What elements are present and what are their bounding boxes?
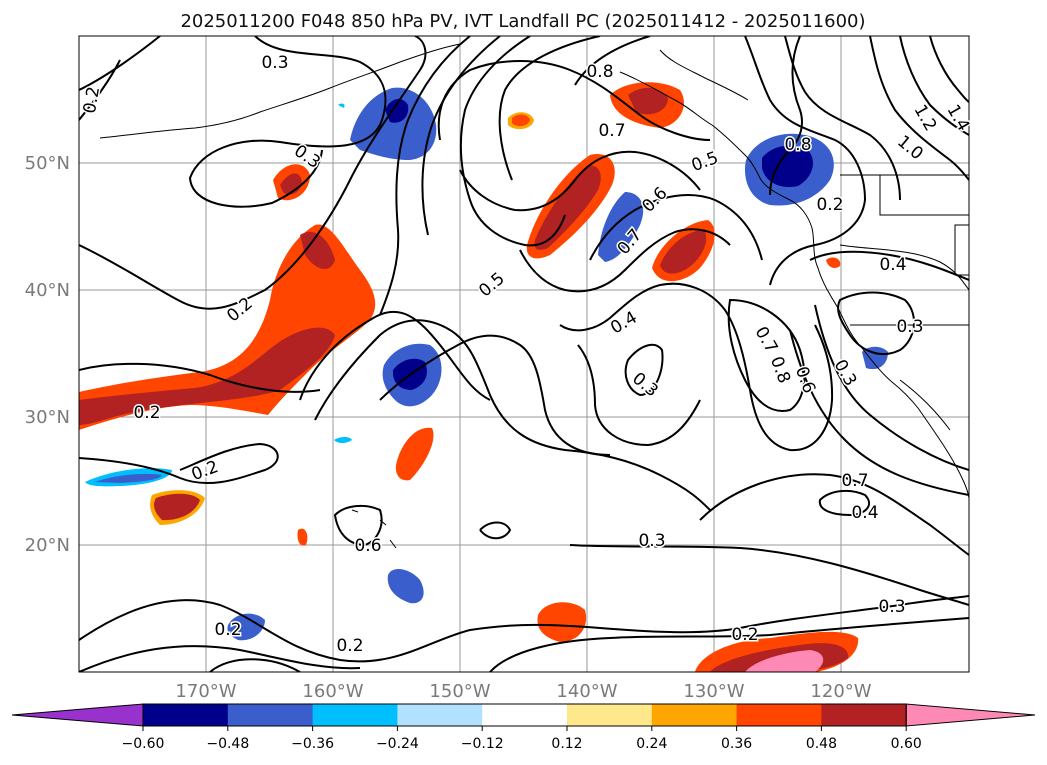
colorbar-tick-label: 0.24 (636, 736, 667, 752)
colorbar-tick-label: −0.60 (122, 736, 165, 752)
lon-label-170w: 170°W (175, 681, 236, 702)
colorbar-tick-label: −0.36 (291, 736, 334, 752)
longitude-labels: 170°W 160°W 150°W 140°W 130°W 120°W (175, 681, 871, 702)
lat-label-20n: 20°N (25, 535, 70, 556)
contour-label: 0.7 (841, 471, 868, 491)
lat-label-40n: 40°N (25, 280, 70, 301)
map-panel (78, 35, 970, 673)
colorbar-tick-label: 0.48 (806, 736, 837, 752)
lat-label-30n: 30°N (25, 407, 70, 428)
figure-title: 2025011200 F048 850 hPa PV, IVT Landfall… (180, 11, 865, 32)
pv-shading (79, 82, 888, 672)
lon-label-150w: 150°W (429, 681, 490, 702)
contour-label: 0.4 (851, 503, 878, 523)
lat-label-50n: 50°N (25, 153, 70, 174)
colorbar-segment (143, 704, 229, 726)
colorbar-tick-label: 0.12 (551, 736, 582, 752)
map-frame (78, 35, 970, 673)
latitude-labels: 50°N 40°N 30°N 20°N (25, 153, 70, 556)
contour-label: 0.2 (80, 85, 104, 115)
contour-label: 0.2 (816, 195, 843, 215)
contour-label: 0.3 (896, 317, 923, 337)
colorbar-tick-label: −0.12 (461, 736, 504, 752)
contour-label: 0.3 (638, 531, 665, 551)
colorbar-segment (312, 704, 398, 726)
colorbar-extend-min (11, 703, 144, 727)
lon-label-140w: 140°W (556, 681, 617, 702)
contour-label: 0.2 (133, 403, 160, 423)
colorbar-segment (567, 704, 653, 726)
colorbar-tick-label: 0.60 (891, 736, 922, 752)
lon-label-130w: 130°W (683, 681, 744, 702)
colorbar-extend-max (905, 703, 1036, 727)
colorbar-frame (142, 703, 907, 727)
colorbar-tick-label: −0.24 (376, 736, 419, 752)
pv-contours (79, 36, 969, 672)
contour-label: 0.3 (878, 597, 905, 617)
colorbar-tick-label: 0.36 (721, 736, 752, 752)
contour-label: 0.2 (336, 636, 363, 656)
colorbar-segment (821, 704, 907, 726)
contour-label: 0.8 (586, 62, 613, 82)
lon-label-160w: 160°W (302, 681, 363, 702)
colorbar-segment (651, 704, 738, 726)
contour-label: 0.8 (784, 135, 811, 155)
contour-label: 0.2 (214, 620, 241, 640)
contour-label: 0.6 (354, 536, 381, 556)
coastlines (99, 43, 969, 549)
contour-label: 0.4 (879, 255, 906, 275)
contour-label: 0.2 (731, 625, 758, 645)
colorbar: −0.60 −0.48 −0.36 −0.24 −0.12 0.12 0.24 0.36 0.4… (11, 703, 1036, 752)
contour-label: 0.3 (261, 53, 288, 73)
colorbar-segment (227, 704, 314, 726)
lon-label-120w: 120°W (810, 681, 871, 702)
colorbar-segment (482, 704, 568, 726)
colorbar-segment (736, 704, 822, 726)
colorbar-tick-label: −0.48 (206, 736, 249, 752)
colorbar-segment (397, 704, 483, 726)
contour-label: 0.7 (598, 121, 625, 141)
